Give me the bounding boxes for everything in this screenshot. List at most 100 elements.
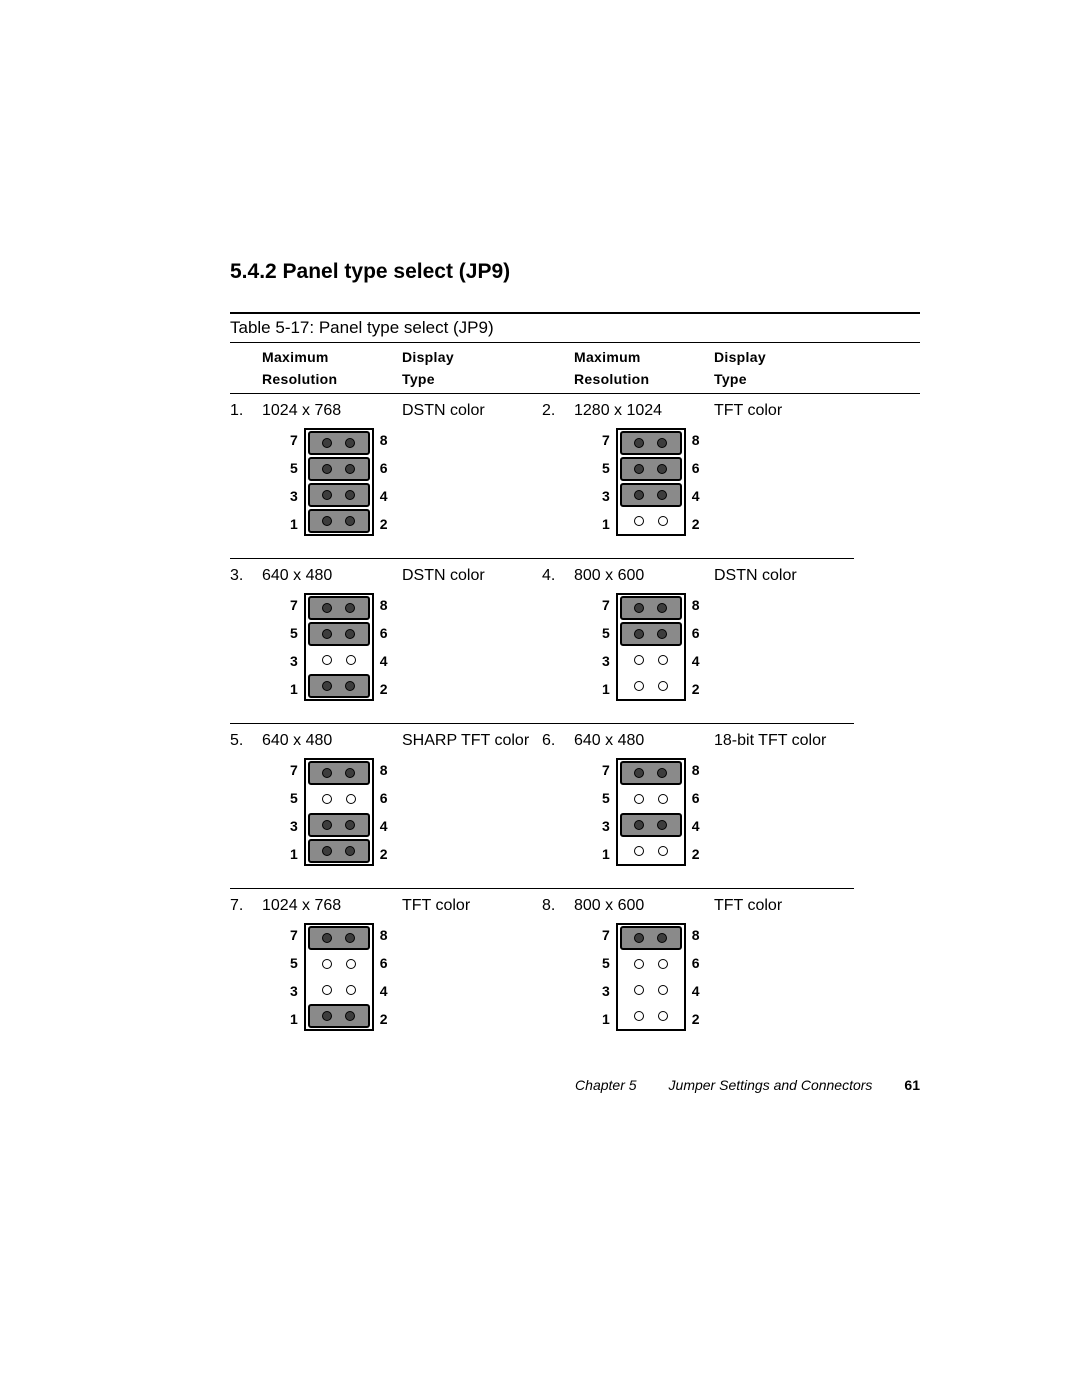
pin-icon	[322, 603, 332, 613]
section-heading: 5.4.2 Panel type select (JP9)	[230, 260, 920, 284]
pin-label: 4	[380, 977, 388, 1005]
pin-icon	[345, 933, 355, 943]
row-divider	[230, 723, 854, 724]
pin-label: 7	[290, 426, 298, 454]
jumper-block	[616, 593, 686, 701]
entry-number: 3.	[230, 567, 262, 585]
pin-label: 2	[692, 510, 700, 538]
pin-icon	[322, 820, 332, 830]
pin-label: 7	[602, 426, 610, 454]
pin-labels-left: 7531	[602, 921, 616, 1033]
table-header-row-2: Resolution Type Resolution Type	[230, 365, 920, 394]
footer-page-number: 61	[904, 1077, 920, 1093]
pin-icon	[634, 846, 644, 856]
row-divider	[230, 888, 854, 889]
pin-icon	[658, 516, 668, 526]
jumper-diagram: 7531 8642	[542, 921, 854, 1047]
header-type-r: Type	[714, 371, 854, 387]
pin-icon	[634, 629, 644, 639]
pin-icon	[322, 490, 332, 500]
jumper-entry: 3.640 x 480DSTN color75318642	[230, 563, 542, 717]
pin-label: 5	[602, 784, 610, 812]
pin-label: 4	[380, 482, 388, 510]
entry-resolution: 800 x 600	[574, 567, 714, 585]
pin-icon	[657, 438, 667, 448]
jumper-row-open	[620, 674, 682, 698]
jumper-diagram: 75318642	[230, 426, 542, 552]
pin-label: 2	[692, 840, 700, 868]
pin-icon	[345, 464, 355, 474]
pin-labels-right: 8642	[374, 921, 388, 1033]
pin-label: 3	[290, 812, 298, 840]
entry-resolution: 640 x 480	[262, 732, 402, 750]
pin-label: 2	[380, 1005, 388, 1033]
pin-labels-right: 8642	[686, 426, 700, 538]
pin-icon	[322, 846, 332, 856]
pin-icon	[322, 768, 332, 778]
pin-label: 2	[380, 840, 388, 868]
jumper-row-closed	[620, 813, 682, 837]
pin-label: 5	[602, 619, 610, 647]
pin-label: 7	[290, 756, 298, 784]
entry-number: 1.	[230, 402, 262, 420]
pin-label: 3	[602, 812, 610, 840]
header-display-r: Display	[714, 349, 854, 365]
pin-labels-right: 8642	[686, 591, 700, 703]
jumper-row-closed	[620, 622, 682, 646]
pin-icon	[345, 846, 355, 856]
pin-label: 8	[380, 921, 388, 949]
pin-label: 8	[692, 426, 700, 454]
pin-label: 8	[380, 591, 388, 619]
pin-icon	[322, 516, 332, 526]
pin-icon	[346, 655, 356, 665]
pin-icon	[634, 655, 644, 665]
jumper-row-closed	[308, 674, 370, 698]
entry-head: 2.1280 x 1024TFT color	[542, 398, 854, 426]
jumper-row-open	[620, 1004, 682, 1028]
pin-label: 8	[692, 756, 700, 784]
pin-labels-right: 8642	[686, 921, 700, 1033]
pin-label: 1	[602, 1005, 610, 1033]
pin-label: 6	[692, 454, 700, 482]
pin-label: 1	[602, 840, 610, 868]
pin-labels-right: 8642	[374, 591, 388, 703]
pin-icon	[345, 1011, 355, 1021]
pin-icon	[634, 516, 644, 526]
pin-icon	[634, 820, 644, 830]
entry-display-type: SHARP TFT color	[402, 732, 542, 750]
jumper-row-closed	[308, 483, 370, 507]
pin-icon	[634, 1011, 644, 1021]
entry-resolution: 1024 x 768	[262, 897, 402, 915]
pin-label: 6	[692, 949, 700, 977]
pin-label: 8	[692, 921, 700, 949]
entry-number: 5.	[230, 732, 262, 750]
pin-icon	[346, 959, 356, 969]
pin-labels-left: 7531	[602, 591, 616, 703]
pin-label: 5	[290, 454, 298, 482]
entry-head: 5.640 x 480SHARP TFT color	[230, 728, 542, 756]
jumper-row-closed	[620, 761, 682, 785]
jumper-row-closed	[620, 596, 682, 620]
pin-label: 7	[290, 591, 298, 619]
pin-labels-right: 8642	[374, 426, 388, 538]
pin-label: 8	[692, 591, 700, 619]
pin-labels-right: 8642	[374, 756, 388, 868]
pin-label: 6	[380, 619, 388, 647]
pin-icon	[657, 933, 667, 943]
pin-label: 1	[602, 510, 610, 538]
pin-labels-left: 7531	[290, 756, 304, 868]
pin-label: 2	[380, 675, 388, 703]
jumper-diagram: 7531 8642	[542, 591, 854, 717]
entry-head: 4.800 x 600DSTN color	[542, 563, 854, 591]
jumper-row-open	[308, 648, 370, 672]
pin-label: 5	[602, 949, 610, 977]
pin-icon	[322, 629, 332, 639]
entry-display-type: DSTN color	[402, 402, 542, 420]
jumper-entry: 7.1024 x 768TFT color75318642	[230, 893, 542, 1047]
pin-icon	[322, 933, 332, 943]
pin-label: 5	[602, 454, 610, 482]
pin-icon	[634, 985, 644, 995]
pin-icon	[322, 985, 332, 995]
jumper-block	[616, 758, 686, 866]
pin-icon	[658, 794, 668, 804]
